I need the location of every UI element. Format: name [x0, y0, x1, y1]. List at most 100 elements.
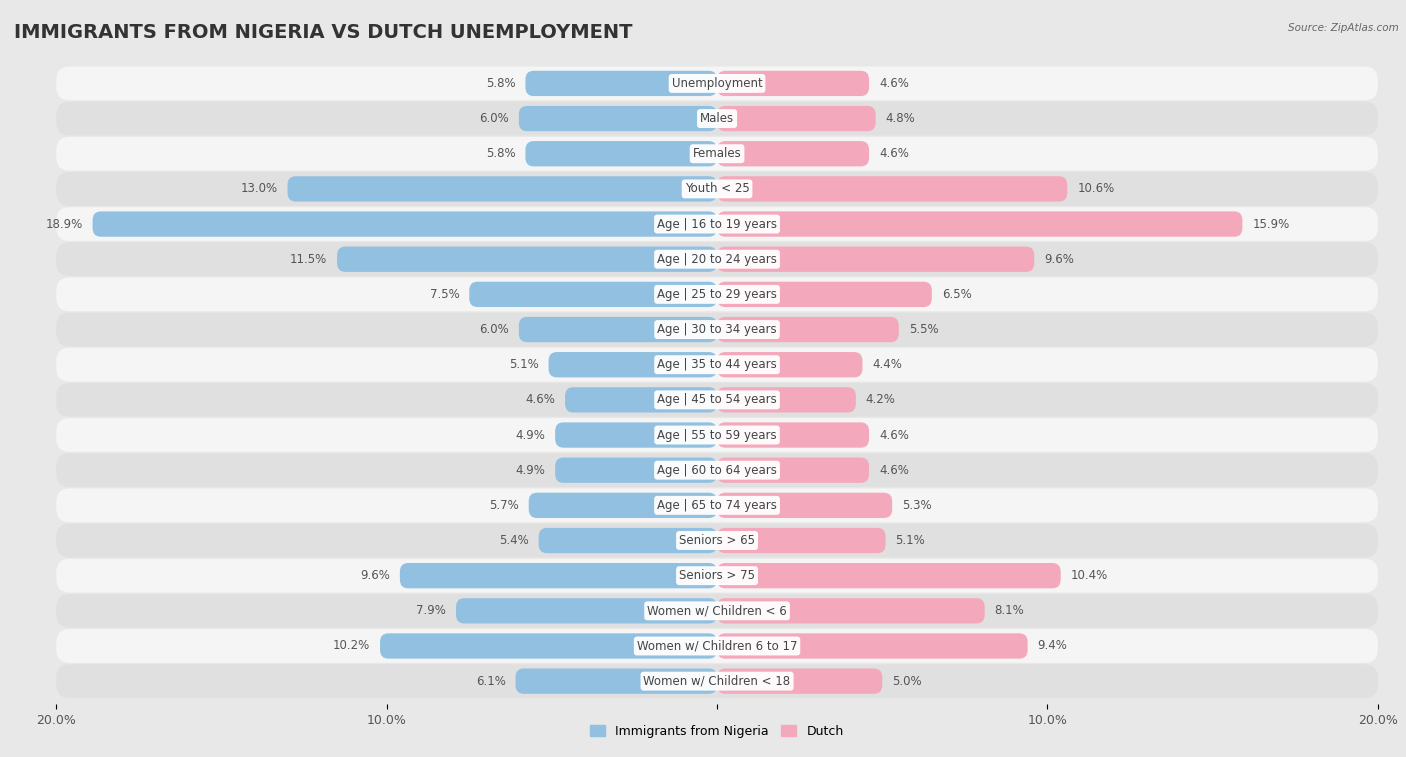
Text: Women w/ Children < 6: Women w/ Children < 6 [647, 604, 787, 617]
Text: 9.4%: 9.4% [1038, 640, 1067, 653]
FancyBboxPatch shape [337, 247, 717, 272]
Text: 5.1%: 5.1% [896, 534, 925, 547]
Text: 5.4%: 5.4% [499, 534, 529, 547]
FancyBboxPatch shape [456, 598, 717, 624]
FancyBboxPatch shape [56, 242, 1378, 276]
FancyBboxPatch shape [287, 176, 717, 201]
FancyBboxPatch shape [717, 563, 1060, 588]
FancyBboxPatch shape [717, 282, 932, 307]
Text: 10.6%: 10.6% [1077, 182, 1115, 195]
Text: 7.5%: 7.5% [430, 288, 460, 301]
FancyBboxPatch shape [56, 629, 1378, 663]
Text: 5.7%: 5.7% [489, 499, 519, 512]
Text: 4.8%: 4.8% [886, 112, 915, 125]
Text: 9.6%: 9.6% [360, 569, 389, 582]
Text: 6.1%: 6.1% [475, 674, 506, 687]
FancyBboxPatch shape [555, 457, 717, 483]
Text: 11.5%: 11.5% [290, 253, 328, 266]
FancyBboxPatch shape [717, 247, 1035, 272]
FancyBboxPatch shape [56, 347, 1378, 382]
FancyBboxPatch shape [56, 524, 1378, 557]
FancyBboxPatch shape [399, 563, 717, 588]
FancyBboxPatch shape [56, 383, 1378, 417]
FancyBboxPatch shape [56, 278, 1378, 311]
Text: 4.6%: 4.6% [879, 77, 908, 90]
Text: Age | 16 to 19 years: Age | 16 to 19 years [657, 217, 778, 231]
Text: Youth < 25: Youth < 25 [685, 182, 749, 195]
Text: 7.9%: 7.9% [416, 604, 446, 617]
FancyBboxPatch shape [56, 559, 1378, 593]
Text: Seniors > 65: Seniors > 65 [679, 534, 755, 547]
FancyBboxPatch shape [717, 106, 876, 131]
Text: 5.1%: 5.1% [509, 358, 538, 371]
FancyBboxPatch shape [516, 668, 717, 694]
Text: 5.3%: 5.3% [903, 499, 932, 512]
FancyBboxPatch shape [56, 418, 1378, 452]
Text: Unemployment: Unemployment [672, 77, 762, 90]
Text: 4.9%: 4.9% [516, 428, 546, 441]
Text: 6.5%: 6.5% [942, 288, 972, 301]
FancyBboxPatch shape [56, 453, 1378, 487]
Text: 4.6%: 4.6% [879, 428, 908, 441]
FancyBboxPatch shape [717, 493, 893, 518]
FancyBboxPatch shape [56, 594, 1378, 628]
Text: 6.0%: 6.0% [479, 112, 509, 125]
Text: 5.8%: 5.8% [486, 77, 516, 90]
Text: 4.2%: 4.2% [866, 394, 896, 407]
Text: 9.6%: 9.6% [1045, 253, 1074, 266]
FancyBboxPatch shape [519, 317, 717, 342]
FancyBboxPatch shape [93, 211, 717, 237]
Text: Females: Females [693, 148, 741, 160]
FancyBboxPatch shape [717, 317, 898, 342]
FancyBboxPatch shape [526, 70, 717, 96]
FancyBboxPatch shape [56, 313, 1378, 347]
FancyBboxPatch shape [717, 457, 869, 483]
FancyBboxPatch shape [717, 352, 862, 377]
FancyBboxPatch shape [555, 422, 717, 447]
Text: Women w/ Children < 18: Women w/ Children < 18 [644, 674, 790, 687]
Text: Age | 30 to 34 years: Age | 30 to 34 years [657, 323, 778, 336]
FancyBboxPatch shape [565, 388, 717, 413]
Text: Age | 60 to 64 years: Age | 60 to 64 years [657, 464, 778, 477]
Text: 4.4%: 4.4% [872, 358, 903, 371]
Text: 4.6%: 4.6% [526, 394, 555, 407]
FancyBboxPatch shape [717, 176, 1067, 201]
FancyBboxPatch shape [526, 141, 717, 167]
Text: 10.4%: 10.4% [1070, 569, 1108, 582]
FancyBboxPatch shape [519, 106, 717, 131]
Text: Age | 55 to 59 years: Age | 55 to 59 years [657, 428, 778, 441]
Text: 5.5%: 5.5% [908, 323, 938, 336]
Text: 4.9%: 4.9% [516, 464, 546, 477]
Text: Age | 20 to 24 years: Age | 20 to 24 years [657, 253, 778, 266]
Text: Women w/ Children 6 to 17: Women w/ Children 6 to 17 [637, 640, 797, 653]
Text: Age | 35 to 44 years: Age | 35 to 44 years [657, 358, 778, 371]
FancyBboxPatch shape [56, 488, 1378, 522]
FancyBboxPatch shape [717, 141, 869, 167]
Text: 8.1%: 8.1% [994, 604, 1025, 617]
FancyBboxPatch shape [717, 70, 869, 96]
FancyBboxPatch shape [56, 137, 1378, 170]
FancyBboxPatch shape [548, 352, 717, 377]
Text: Males: Males [700, 112, 734, 125]
Text: 18.9%: 18.9% [45, 217, 83, 231]
Text: Seniors > 75: Seniors > 75 [679, 569, 755, 582]
Text: Age | 65 to 74 years: Age | 65 to 74 years [657, 499, 778, 512]
Text: Age | 25 to 29 years: Age | 25 to 29 years [657, 288, 778, 301]
FancyBboxPatch shape [529, 493, 717, 518]
FancyBboxPatch shape [56, 67, 1378, 100]
FancyBboxPatch shape [56, 101, 1378, 136]
Text: 5.0%: 5.0% [893, 674, 922, 687]
FancyBboxPatch shape [717, 528, 886, 553]
Legend: Immigrants from Nigeria, Dutch: Immigrants from Nigeria, Dutch [585, 720, 849, 743]
FancyBboxPatch shape [470, 282, 717, 307]
Text: 13.0%: 13.0% [240, 182, 277, 195]
Text: 4.6%: 4.6% [879, 148, 908, 160]
FancyBboxPatch shape [717, 668, 883, 694]
Text: Age | 45 to 54 years: Age | 45 to 54 years [657, 394, 778, 407]
FancyBboxPatch shape [717, 422, 869, 447]
FancyBboxPatch shape [56, 207, 1378, 241]
FancyBboxPatch shape [380, 634, 717, 659]
FancyBboxPatch shape [717, 211, 1243, 237]
Text: Source: ZipAtlas.com: Source: ZipAtlas.com [1288, 23, 1399, 33]
Text: 4.6%: 4.6% [879, 464, 908, 477]
